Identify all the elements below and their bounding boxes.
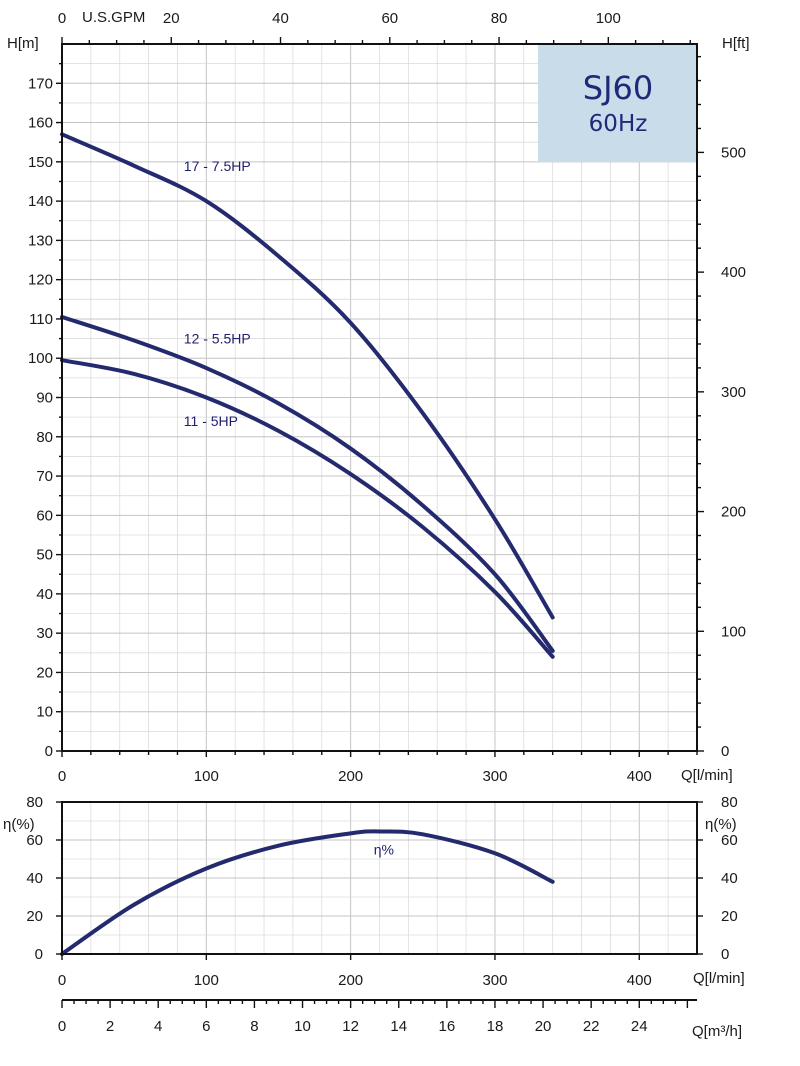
efficiency-flow-tick-label: 300 <box>482 972 507 989</box>
head-ft-tick-label: 200 <box>721 504 746 521</box>
efficiency-curve-label: η% <box>374 842 394 858</box>
head-m-tick-label: 110 <box>29 311 53 328</box>
head-m-tick-label: 120 <box>28 272 53 289</box>
efficiency-right-tick-label: 60 <box>721 832 738 849</box>
head-m-tick-label: 140 <box>28 193 53 210</box>
head-flow-tick-label: 0 <box>58 768 66 785</box>
flow-m3h-tick-label: 4 <box>154 1018 162 1035</box>
head-m-tick-label: 50 <box>36 547 53 564</box>
flow-m3h-tick-label: 6 <box>202 1018 210 1035</box>
flow-m3h-tick-label: 10 <box>294 1018 311 1035</box>
head-curve-label: 11 - 5HP <box>184 413 238 429</box>
head-m-axis-title: H[m] <box>7 35 39 52</box>
efficiency-curve-0 <box>60 829 555 956</box>
head-ft-axis-title: H[ft] <box>722 35 750 52</box>
model-badge-background <box>538 44 697 162</box>
flow-m3h-tick-label: 12 <box>342 1018 359 1035</box>
efficiency-flow-tick-label: 100 <box>194 972 219 989</box>
efficiency-flow-axis-title: Q[l/min] <box>693 970 745 987</box>
head-ft-tick-label: 400 <box>721 264 746 281</box>
gpm-tick-label: 40 <box>272 10 289 27</box>
head-flow-tick-label: 100 <box>194 768 219 785</box>
head-chart-axes: 0 10 20 30 40 50 60 70 80 90 100 110 120 130 140 150 160… <box>28 10 746 785</box>
head-m-tick-label: 30 <box>36 625 53 642</box>
head-flow-tick-label: 400 <box>627 768 652 785</box>
head-m-tick-label: 170 <box>28 75 53 92</box>
head-curve-label: 12 - 5.5HP <box>184 331 251 347</box>
efficiency-right-tick-label: 40 <box>721 870 738 887</box>
flow-m3h-tick-label: 18 <box>487 1018 504 1035</box>
head-curve-label: 17 - 7.5HP <box>184 158 251 174</box>
head-m-tick-label: 0 <box>45 743 53 760</box>
head-m-tick-label: 130 <box>28 232 53 249</box>
gpm-tick-label: 80 <box>491 10 508 27</box>
gpm-tick-label: 60 <box>381 10 398 27</box>
head-flow-axis-title: Q[l/min] <box>681 767 733 784</box>
efficiency-left-tick-label: 0 <box>35 946 43 963</box>
efficiency-left-tick-label: 80 <box>26 794 43 811</box>
head-ft-tick-label: 0 <box>721 743 729 760</box>
head-m-tick-label: 70 <box>36 468 53 485</box>
flow-m3h-tick-label: 16 <box>439 1018 456 1035</box>
head-ft-tick-label: 500 <box>721 144 746 161</box>
efficiency-right-tick-label: 80 <box>721 794 738 811</box>
flow-m3h-tick-label: 24 <box>631 1018 648 1035</box>
head-m-tick-label: 20 <box>36 664 53 681</box>
head-flow-tick-label: 300 <box>482 768 507 785</box>
head-m-tick-label: 100 <box>28 350 53 367</box>
flow-m3h-axis: 0 2 4 6 8 10 12 14 16 18 20 22 24 <box>58 999 697 1035</box>
flow-m3h-tick-label: 22 <box>583 1018 600 1035</box>
flow-m3h-tick-label: 14 <box>390 1018 407 1035</box>
head-curves: 17 - 7.5HP 12 - 5.5HP 11 - 5HP <box>60 132 555 659</box>
model-badge: SJ60 60Hz <box>538 44 697 162</box>
head-ft-tick-label: 100 <box>721 623 746 640</box>
head-m-tick-label: 10 <box>36 704 53 721</box>
frequency-label: 60Hz <box>589 111 648 137</box>
head-m-tick-label: 150 <box>28 154 53 171</box>
head-ft-tick-label: 300 <box>721 384 746 401</box>
flow-m3h-tick-label: 0 <box>58 1018 66 1035</box>
head-m-tick-label: 60 <box>36 507 53 524</box>
flow-m3h-axis-title: Q[m³/h] <box>692 1023 742 1040</box>
flow-m3h-tick-label: 8 <box>250 1018 258 1035</box>
efficiency-curves: η% <box>60 829 555 956</box>
efficiency-right-tick-label: 20 <box>721 908 738 925</box>
head-curve-2 <box>60 358 555 659</box>
gpm-axis-title: U.S.GPM <box>82 9 145 26</box>
efficiency-right-tick-label: 0 <box>721 946 729 963</box>
efficiency-chart-grid <box>61 801 698 955</box>
head-m-tick-label: 160 <box>28 115 53 132</box>
flow-m3h-tick-label: 20 <box>535 1018 552 1035</box>
efficiency-left-tick-label: 40 <box>26 870 43 887</box>
efficiency-right-axis-title: η(%) <box>705 816 737 833</box>
efficiency-flow-tick-label: 400 <box>627 972 652 989</box>
efficiency-left-tick-label: 20 <box>26 908 43 925</box>
efficiency-left-axis-title: η(%) <box>3 816 35 833</box>
head-flow-tick-label: 200 <box>338 768 363 785</box>
efficiency-flow-tick-label: 200 <box>338 972 363 989</box>
gpm-tick-label: 100 <box>596 10 621 27</box>
model-name: SJ60 <box>583 69 653 107</box>
head-m-tick-label: 40 <box>36 586 53 603</box>
efficiency-flow-tick-label: 0 <box>58 972 66 989</box>
flow-m3h-tick-label: 2 <box>106 1018 114 1035</box>
efficiency-left-tick-label: 60 <box>26 832 43 849</box>
head-curve-0 <box>60 132 555 620</box>
head-m-tick-label: 80 <box>36 429 53 446</box>
head-curve-1 <box>60 314 555 653</box>
gpm-tick-label: 0 <box>58 10 66 27</box>
head-m-tick-label: 90 <box>36 390 53 407</box>
gpm-tick-label: 20 <box>163 10 180 27</box>
